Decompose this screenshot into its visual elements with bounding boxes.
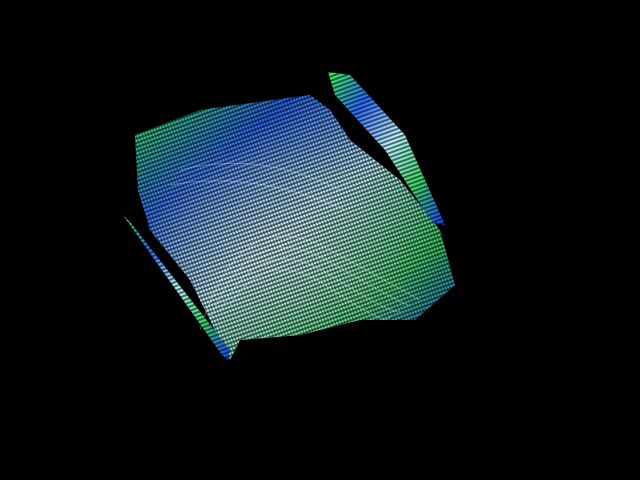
- surface-contours: [169, 162, 421, 331]
- wireframe-surface: [123, 72, 455, 360]
- surface-mesh-cross: [135, 95, 455, 360]
- surface-sliver-right-mesh: [328, 72, 445, 225]
- surface-sliver-left-mesh: [123, 215, 230, 360]
